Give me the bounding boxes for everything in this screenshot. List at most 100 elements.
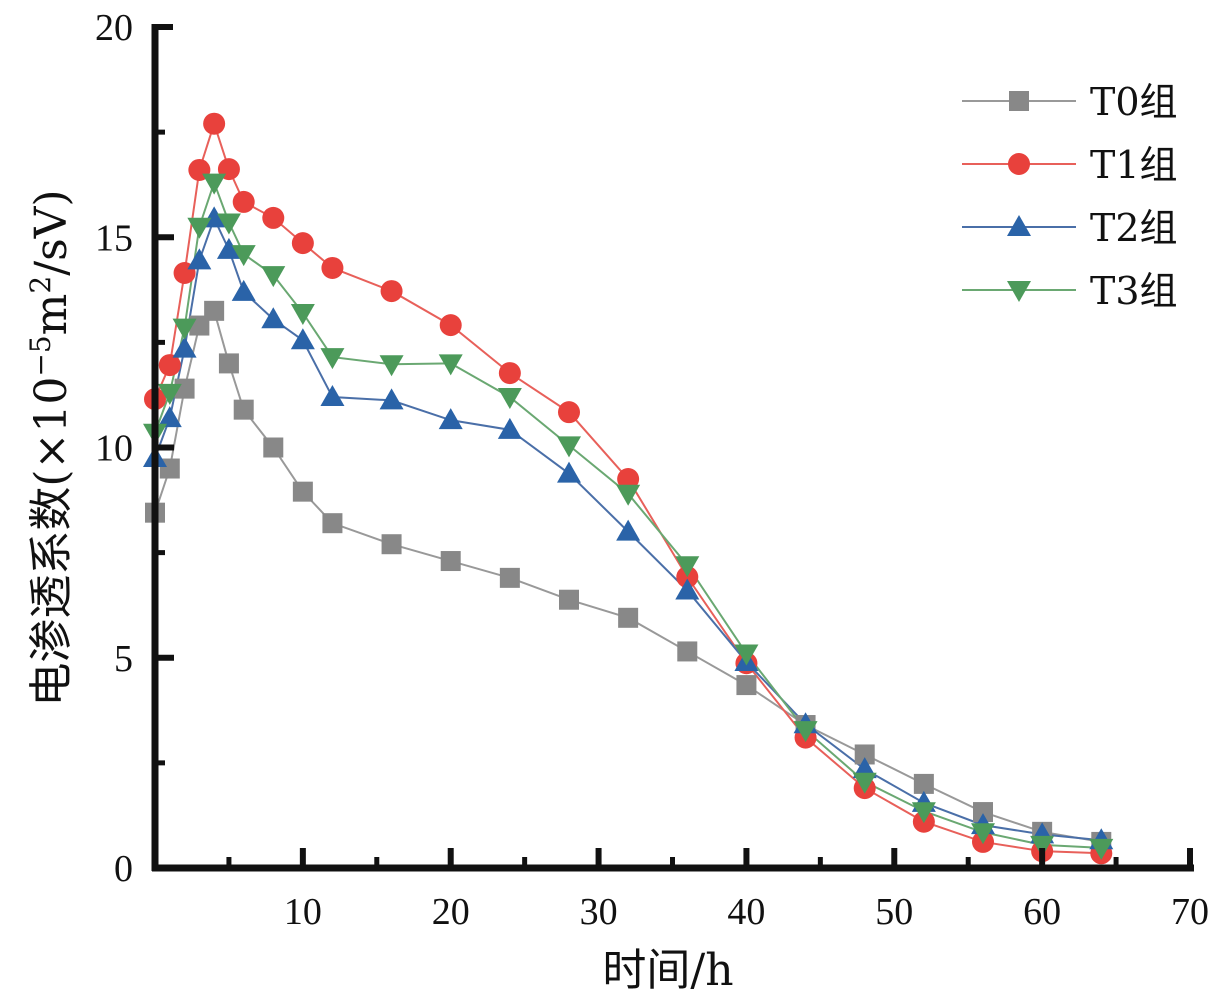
- data-point: [497, 388, 522, 410]
- data-point: [187, 217, 212, 239]
- data-point: [261, 307, 286, 329]
- legend-label: T0组: [1090, 80, 1178, 124]
- tick-labels: 10 20 30 40 50 60 70 0 5 10 15 20: [95, 7, 1209, 933]
- data-point: [320, 348, 345, 370]
- y-axis-title-sup1: −5: [24, 335, 57, 376]
- data-point: [157, 383, 182, 405]
- data-point: [499, 567, 520, 588]
- legend-label: T1组: [1090, 143, 1178, 187]
- data-point: [231, 279, 256, 301]
- y-tick-label: 10: [95, 428, 133, 470]
- data-point: [380, 280, 403, 303]
- legend-item: T2组: [962, 206, 1178, 250]
- data-point: [913, 773, 934, 794]
- y-axis-title-main: 电渗透系数(×10: [26, 377, 77, 707]
- legend-label: T2组: [1090, 206, 1178, 250]
- data-point: [379, 388, 404, 410]
- data-point: [558, 401, 580, 424]
- data-point: [291, 232, 314, 255]
- x-axis-title: 时间/h: [602, 945, 733, 996]
- data-point: [174, 378, 195, 399]
- data-point: [675, 556, 700, 578]
- series-markers-3: [143, 173, 1114, 860]
- data-point: [498, 362, 521, 385]
- data-point: [218, 353, 239, 374]
- y-axis-title: 电渗透系数(×10−5m2/sV): [24, 189, 77, 706]
- legend-item: T0组: [962, 80, 1178, 124]
- data-point: [203, 112, 226, 135]
- y-tick-label: 15: [95, 217, 133, 259]
- series-markers-2: [143, 206, 1114, 850]
- data-point: [216, 237, 241, 259]
- y-axis-title-mid: m: [26, 294, 77, 336]
- data-point: [232, 190, 255, 213]
- data-point: [911, 802, 936, 824]
- data-point: [263, 437, 284, 458]
- data-point: [231, 245, 256, 267]
- series-3: [154, 179, 1102, 849]
- data-point: [677, 641, 698, 662]
- data-point: [292, 481, 313, 502]
- data-point: [379, 355, 404, 377]
- data-point: [261, 266, 286, 288]
- data-point: [157, 406, 182, 428]
- x-tick-label: 60: [1023, 891, 1061, 933]
- data-point: [438, 408, 463, 430]
- data-point: [793, 721, 818, 743]
- series-line: [154, 179, 1102, 849]
- data-point: [616, 519, 641, 541]
- data-point: [172, 318, 197, 340]
- data-point: [322, 513, 343, 534]
- y-axis-title-tail: /sV): [26, 189, 77, 275]
- y-tick-label: 0: [114, 848, 133, 890]
- data-point: [320, 385, 345, 407]
- data-point: [557, 461, 581, 483]
- data-point: [616, 484, 641, 506]
- data-point: [202, 173, 227, 195]
- series-markers-0: [145, 300, 1112, 852]
- series-0: [154, 308, 1102, 843]
- legend-marker: [1008, 153, 1030, 175]
- data-point: [187, 248, 212, 270]
- svg-text:电渗透系数(×10−5m2/sV): 电渗透系数(×10−5m2/sV): [24, 189, 77, 706]
- data-point: [439, 314, 462, 337]
- axes-layer: [151, 24, 1194, 872]
- data-point: [617, 468, 640, 491]
- data-point: [497, 417, 522, 439]
- data-point: [854, 744, 875, 765]
- data-point: [381, 534, 402, 555]
- y-tick-label: 5: [114, 638, 133, 680]
- legend-marker: [1009, 91, 1029, 111]
- data-point: [172, 336, 197, 358]
- data-point: [971, 823, 995, 845]
- ticks-layer: [155, 129, 1193, 868]
- data-point: [618, 607, 639, 628]
- series-line: [154, 308, 1102, 843]
- data-point: [734, 644, 759, 666]
- data-point: [233, 399, 254, 420]
- series-layer: [143, 112, 1114, 865]
- data-point: [290, 303, 315, 325]
- legend-item: T3组: [962, 269, 1178, 313]
- legend-item: T1组: [962, 143, 1178, 187]
- legend-marker: [1007, 281, 1031, 302]
- x-tick-label: 20: [432, 891, 470, 933]
- data-point: [321, 256, 344, 279]
- data-point: [736, 675, 757, 696]
- data-point: [438, 354, 463, 376]
- x-tick-label: 70: [1171, 891, 1209, 933]
- data-point: [204, 300, 225, 321]
- data-point: [557, 436, 581, 458]
- data-point: [973, 802, 993, 823]
- data-point: [290, 328, 315, 350]
- y-tick-label: 20: [95, 7, 133, 49]
- x-tick-label: 30: [580, 891, 618, 933]
- y-axis-title-sup2: 2: [24, 276, 57, 294]
- data-point: [1089, 838, 1114, 860]
- data-point: [262, 206, 285, 229]
- data-point: [1030, 835, 1055, 857]
- x-tick-label: 50: [875, 891, 913, 933]
- legend: T0组 T1组 T2组 T3组: [962, 80, 1178, 313]
- legend-marker: [1007, 215, 1031, 236]
